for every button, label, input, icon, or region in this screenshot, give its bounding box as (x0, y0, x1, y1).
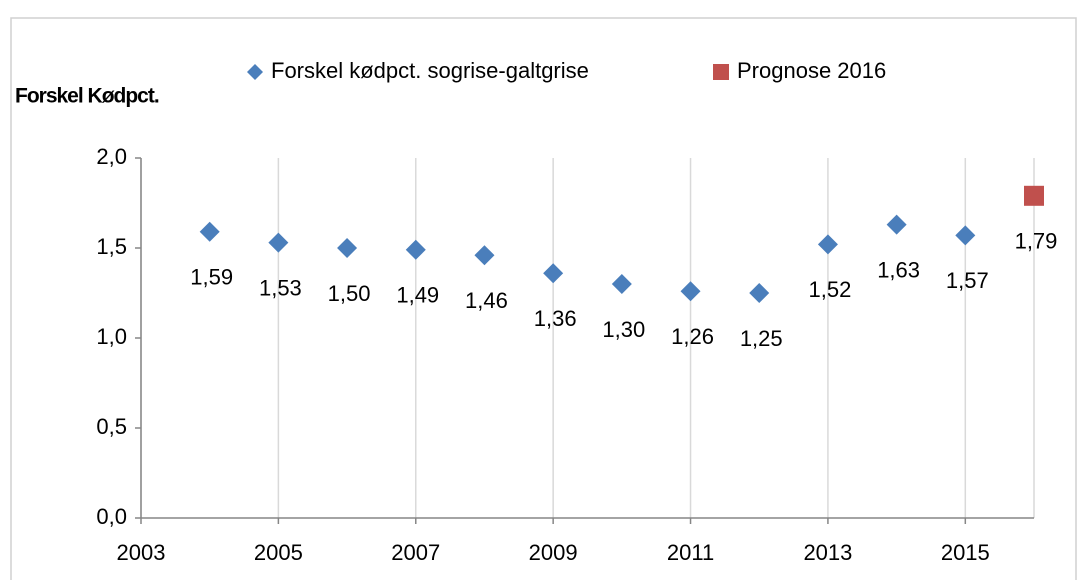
x-tick-label: 2005 (254, 540, 303, 565)
point (337, 238, 358, 258)
legend-swatch (713, 64, 729, 80)
data-label: 1,53 (259, 275, 302, 300)
data-label: 1,59 (190, 265, 233, 290)
legend-label: Forskel kødpct. sogrise-galtgrise (271, 58, 589, 83)
data-label: 1,52 (809, 277, 852, 302)
point (1024, 185, 1044, 206)
data-label: 1,50 (328, 281, 371, 306)
point (405, 239, 426, 260)
point (611, 274, 632, 294)
legend-label: Prognose 2016 (737, 58, 886, 83)
point (268, 232, 289, 253)
point (680, 281, 701, 302)
point (199, 221, 220, 242)
data-label: 1,46 (465, 288, 508, 313)
y-tick-label: 1,5 (96, 234, 127, 259)
data-label: 1,26 (671, 324, 714, 349)
point (886, 214, 907, 235)
y-tick-label: 1,0 (96, 324, 127, 349)
y-tick-label: 0,0 (96, 504, 127, 529)
legend-swatch (247, 64, 263, 80)
point (543, 263, 564, 284)
chart-frame (10, 17, 1077, 580)
point (817, 234, 838, 255)
data-label: 1,25 (740, 326, 783, 351)
x-tick-label: 2015 (941, 540, 990, 565)
x-tick-label: 2007 (391, 540, 440, 565)
data-label: 1,30 (602, 317, 645, 342)
x-tick-label: 2013 (803, 540, 852, 565)
x-tick-label: 2009 (529, 540, 578, 565)
y-tick-label: 2,0 (96, 144, 127, 169)
point (474, 245, 495, 266)
data-label: 1,36 (534, 306, 577, 331)
x-tick-label: 2011 (667, 540, 714, 565)
y-axis-label: Forskel Kødpct. (15, 85, 159, 108)
data-label: 1,63 (877, 257, 920, 282)
point (749, 283, 770, 303)
y-tick-label: 0,5 (96, 414, 127, 439)
point (955, 225, 976, 246)
data-label: 1,79 (1015, 229, 1058, 254)
data-label: 1,57 (946, 268, 989, 293)
x-tick-label: 2003 (117, 540, 166, 565)
data-label: 1,49 (396, 283, 439, 308)
